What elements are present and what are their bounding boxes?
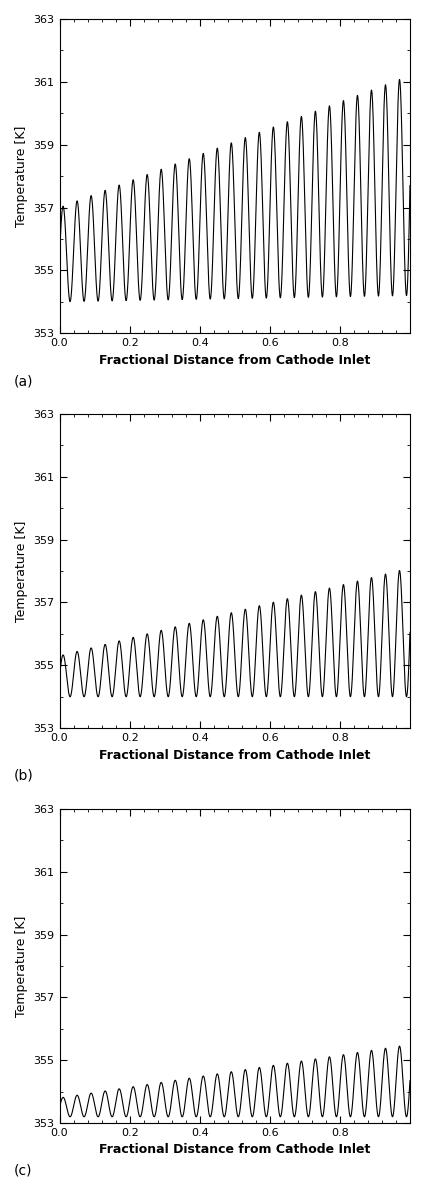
Y-axis label: Temperature [K]: Temperature [K]	[15, 915, 28, 1016]
Y-axis label: Temperature [K]: Temperature [K]	[15, 126, 28, 227]
Text: (a): (a)	[14, 374, 34, 388]
Y-axis label: Temperature [K]: Temperature [K]	[15, 520, 28, 622]
X-axis label: Fractional Distance from Cathode Inlet: Fractional Distance from Cathode Inlet	[99, 1143, 371, 1156]
X-axis label: Fractional Distance from Cathode Inlet: Fractional Distance from Cathode Inlet	[99, 354, 371, 367]
Text: (b): (b)	[14, 769, 34, 783]
Text: (c): (c)	[14, 1164, 32, 1178]
X-axis label: Fractional Distance from Cathode Inlet: Fractional Distance from Cathode Inlet	[99, 749, 371, 762]
